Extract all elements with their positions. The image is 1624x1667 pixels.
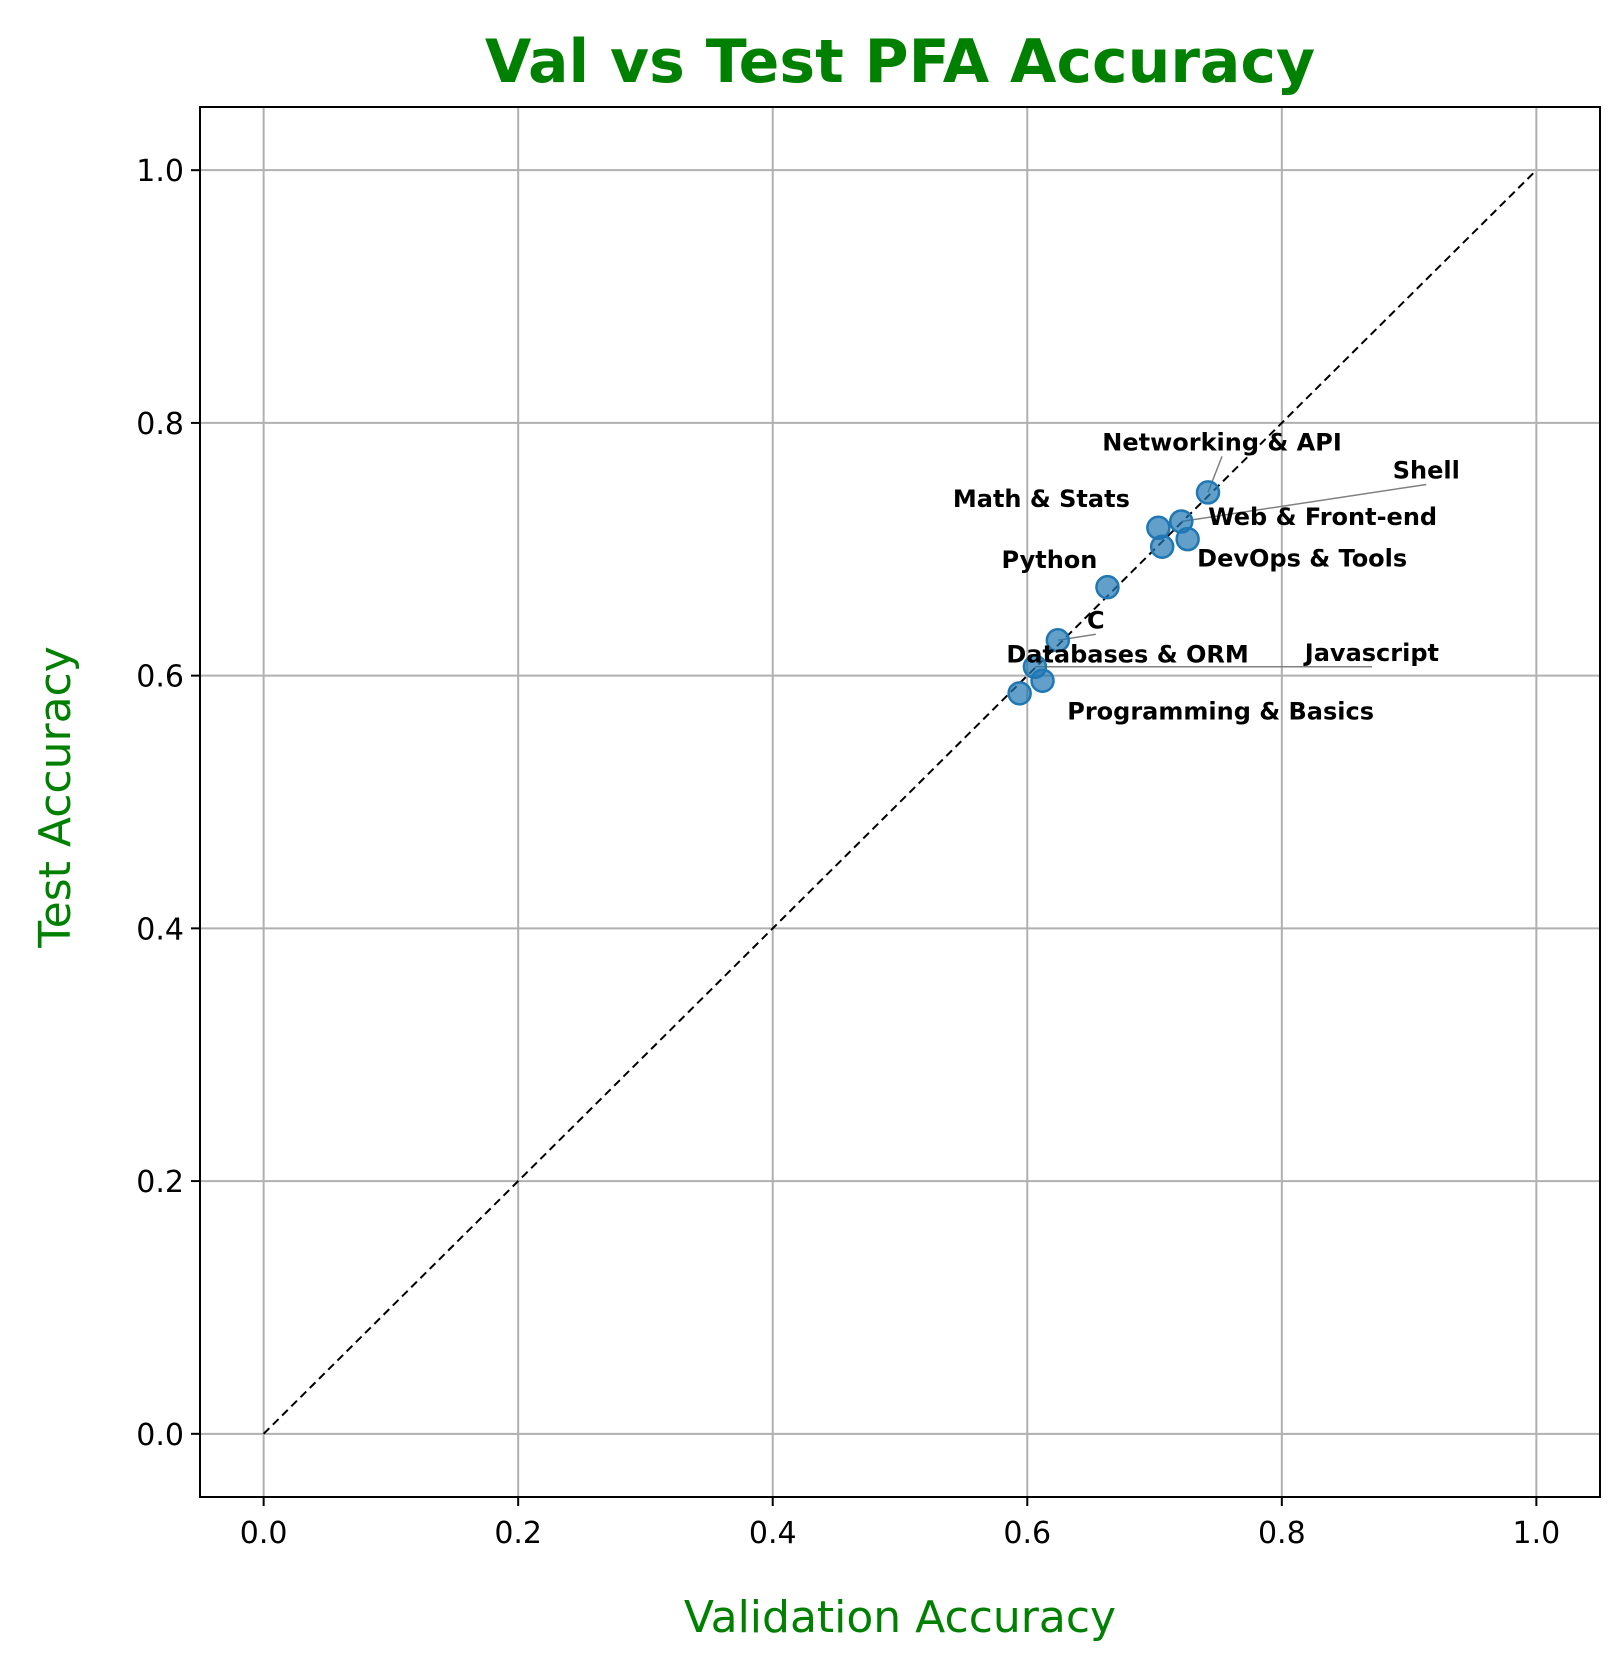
data-point [1175, 526, 1200, 552]
point-label: Shell [1393, 456, 1460, 484]
y-axis-label: Test Accuracy [30, 646, 81, 949]
y-tick-label: 0.6 [136, 660, 184, 695]
x-tick-label: 0.0 [240, 1516, 288, 1551]
leader-line [1181, 483, 1427, 523]
reference-diagonal-line [262, 169, 1538, 1435]
point-label: Math & Stats [953, 485, 1130, 513]
y-tick-label: 0.0 [136, 1418, 184, 1453]
y-tick-label: 0.8 [136, 407, 184, 442]
x-tick-label: 0.6 [1003, 1516, 1051, 1551]
y-tick-label: 0.4 [136, 912, 184, 947]
data-point [1195, 480, 1221, 505]
axis-ticks: 0.0 0.2 0.4 0.6 0.8 1.0 0.0 0.2 0.4 0.6 0.8 1.0 [136, 154, 1560, 1551]
point-label: C [1087, 606, 1105, 634]
data-point [1030, 668, 1055, 693]
point-label: Javascript [1303, 639, 1439, 667]
point-label: Databases & ORM [1006, 641, 1248, 669]
point-label: Programming & Basics [1067, 697, 1374, 725]
data-points [1007, 480, 1221, 706]
point-label: Web & Front-end [1208, 503, 1437, 531]
x-tick-label: 1.0 [1513, 1516, 1561, 1551]
point-label: DevOps & Tools [1197, 545, 1407, 573]
y-tick-label: 0.2 [136, 1165, 184, 1200]
x-tick-label: 0.2 [494, 1516, 542, 1551]
data-point [1045, 628, 1071, 653]
y-tick-label: 1.0 [136, 154, 184, 189]
x-tick-label: 0.8 [1258, 1516, 1306, 1551]
x-tick-label: 0.4 [749, 1516, 797, 1551]
point-labels: Networking & API Shell Math & Stats Web & F… [953, 428, 1460, 725]
data-point [1095, 574, 1120, 600]
x-axis-label: Validation Accuracy [684, 1592, 1116, 1643]
plot-frame [199, 106, 1601, 1498]
point-label: Networking & API [1102, 428, 1342, 456]
data-point [1007, 681, 1032, 706]
chart-title: Val vs Test PFA Accuracy [485, 27, 1315, 97]
point-label: Python [1002, 546, 1098, 574]
grid-lines [200, 107, 1600, 1497]
data-point [1149, 534, 1175, 559]
